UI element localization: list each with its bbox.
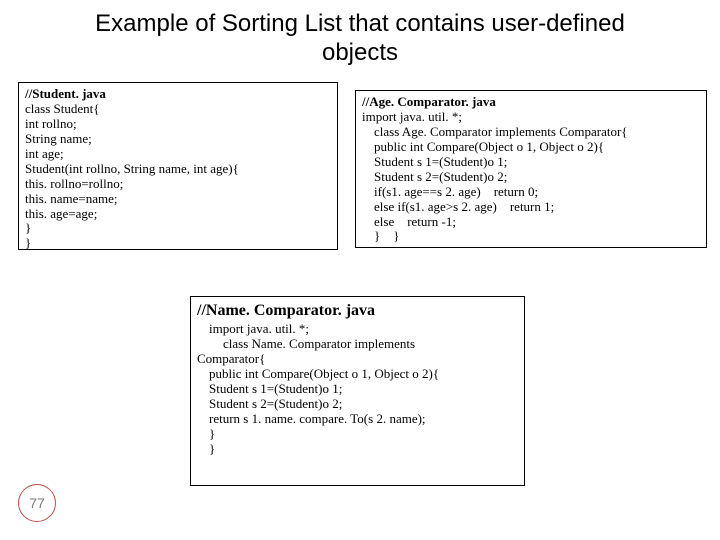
- code-line: Student s 1=(Student)o 1;: [362, 155, 700, 170]
- page-number-badge: 77: [18, 484, 56, 522]
- code-line: int age;: [25, 147, 331, 162]
- code-line: }: [197, 442, 518, 457]
- code-line: Student(int rollno, String name, int age…: [25, 162, 331, 177]
- code-line: }: [25, 221, 331, 236]
- code-line: class Student{: [25, 102, 331, 117]
- code-line: public int Compare(Object o 1, Object o …: [362, 140, 700, 155]
- code-line: String name;: [25, 132, 331, 147]
- code-line: //Student. java: [25, 87, 331, 102]
- code-line: else if(s1. age>s 2. age) return 1;: [362, 200, 700, 215]
- code-line: this. name=name;: [25, 192, 331, 207]
- code-line: //Age. Comparator. java: [362, 95, 700, 110]
- code-line: }: [197, 427, 518, 442]
- code-line: }: [25, 236, 331, 251]
- code-line: class Name. Comparator implements: [197, 337, 518, 352]
- code-line: public int Compare(Object o 1, Object o …: [197, 367, 518, 382]
- code-line: } }: [362, 229, 700, 244]
- code-line: class Age. Comparator implements Compara…: [362, 125, 700, 140]
- code-line: int rollno;: [25, 117, 331, 132]
- code-line: this. rollno=rollno;: [25, 177, 331, 192]
- code-line: else return -1;: [362, 215, 700, 230]
- code-line: Student s 1=(Student)o 1;: [197, 382, 518, 397]
- code-box-student: //Student. javaclass Student{int rollno;…: [18, 82, 338, 250]
- code-line: this. age=age;: [25, 207, 331, 222]
- code-line: import java. util. *;: [362, 110, 700, 125]
- code-line: return s 1. name. compare. To(s 2. name)…: [197, 412, 518, 427]
- code-line: import java. util. *;: [197, 322, 518, 337]
- slide-title: Example of Sorting List that contains us…: [0, 0, 720, 80]
- code-line: Comparator{: [197, 352, 518, 367]
- code-line: Student s 2=(Student)o 2;: [197, 397, 518, 412]
- code-line: Student s 2=(Student)o 2;: [362, 170, 700, 185]
- code-line: if(s1. age==s 2. age) return 0;: [362, 185, 700, 200]
- code-box-title: //Name. Comparator. java: [197, 301, 518, 320]
- page-number-text: 77: [29, 495, 45, 511]
- code-box-age-comparator: //Age. Comparator. javaimport java. util…: [355, 90, 707, 248]
- code-box-name-comparator: //Name. Comparator. java import java. uti…: [190, 296, 525, 486]
